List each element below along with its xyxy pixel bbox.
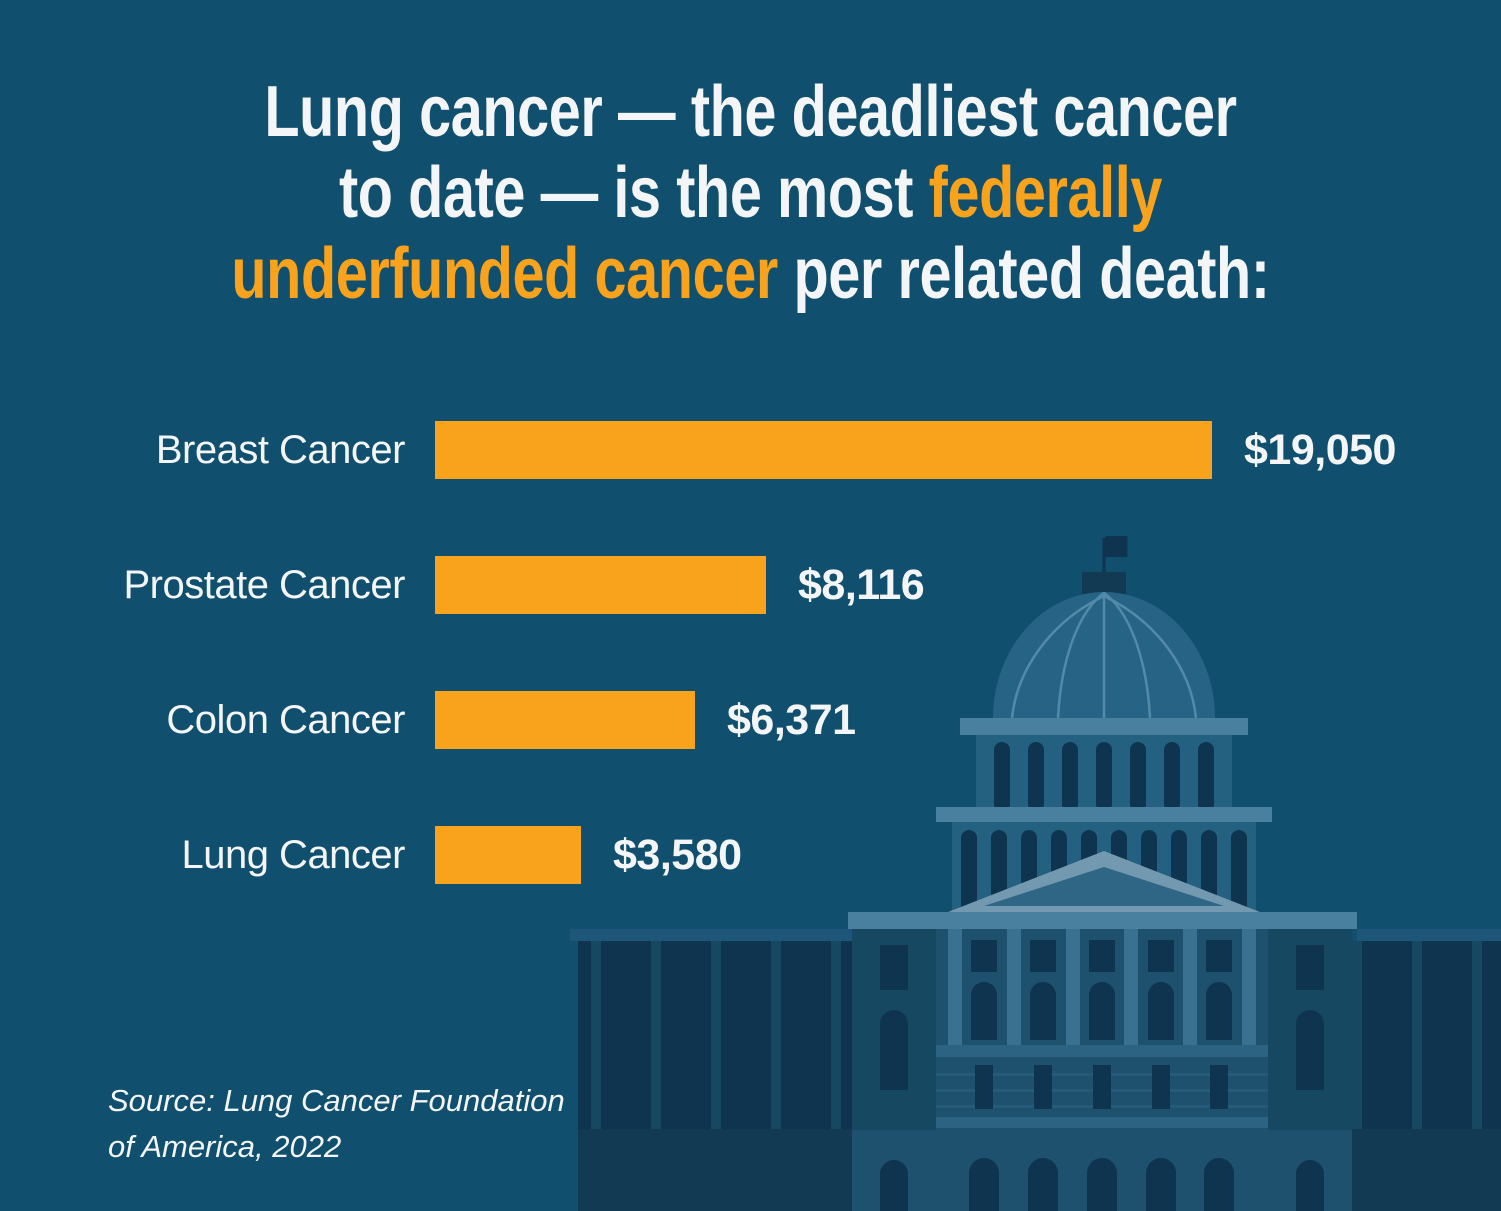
capitol-pediment — [948, 851, 1260, 912]
title-highlight-underfunded: underfunded cancer — [231, 234, 778, 314]
capitol-drum-cornice — [936, 807, 1272, 822]
capitol-right-pavilion — [1268, 929, 1352, 1211]
title-line-1: Lung cancer — the deadliest cancer — [264, 72, 1237, 152]
bar-colon-cancer — [435, 691, 695, 749]
capitol-facade — [936, 929, 1268, 1211]
bar-row-colon-cancer: Colon Cancer $6,371 — [0, 691, 1501, 749]
bar-row-lung-cancer: Lung Cancer $3,580 — [0, 826, 1501, 884]
category-label: Lung Cancer — [181, 832, 405, 877]
category-label: Prostate Cancer — [123, 562, 405, 607]
bar-prostate-cancer — [435, 556, 766, 614]
chart-title: Lung cancer — the deadliest cancer to da… — [150, 72, 1351, 315]
bar-breast-cancer — [435, 421, 1212, 479]
capitol-facade-doors — [969, 1158, 1234, 1211]
value-label: $8,116 — [798, 560, 925, 609]
value-label: $19,050 — [1244, 425, 1396, 474]
category-label: Colon Cancer — [166, 697, 405, 742]
capitol-building-illustration — [570, 536, 1501, 1211]
category-label: Breast Cancer — [155, 427, 406, 472]
capitol-left-wing — [570, 929, 852, 1211]
bar-lung-cancer — [435, 826, 581, 884]
source-line-1: Source: Lung Cancer Foundation — [108, 1083, 565, 1118]
funding-bar-chart: Breast Cancer $19,050 Prostate Cancer $8… — [0, 421, 1501, 961]
value-label: $6,371 — [727, 695, 856, 744]
capitol-facade-small-windows — [975, 1065, 1228, 1109]
capitol-dome-ribs — [1010, 591, 1198, 719]
bar-row-prostate-cancer: Prostate Cancer $8,116 — [0, 556, 1501, 614]
capitol-flag-icon — [1102, 536, 1128, 576]
bar-row-breast-cancer: Breast Cancer $19,050 — [0, 421, 1501, 479]
capitol-facade-windows — [971, 940, 1232, 1040]
capitol-facade-pilasters — [948, 929, 1256, 1045]
title-highlight-federally: federally — [928, 153, 1163, 233]
capitol-left-pavilion — [852, 929, 936, 1211]
capitol-entablature — [848, 912, 1357, 929]
title-line-2: to date — is the most federally — [339, 153, 1163, 233]
value-label: $3,580 — [613, 830, 742, 879]
source-line-2: of America, 2022 — [108, 1129, 342, 1164]
title-line-3: underfunded cancer per related death: — [231, 234, 1270, 314]
capitol-right-wing — [1352, 929, 1501, 1211]
capitol-dome — [993, 591, 1215, 719]
capitol-dome-cornice — [960, 718, 1248, 735]
capitol-drum-colonnade — [976, 735, 1232, 812]
source-attribution: Source: Lung Cancer Foundation of Americ… — [108, 1078, 565, 1170]
capitol-dome-lantern — [1082, 572, 1126, 594]
